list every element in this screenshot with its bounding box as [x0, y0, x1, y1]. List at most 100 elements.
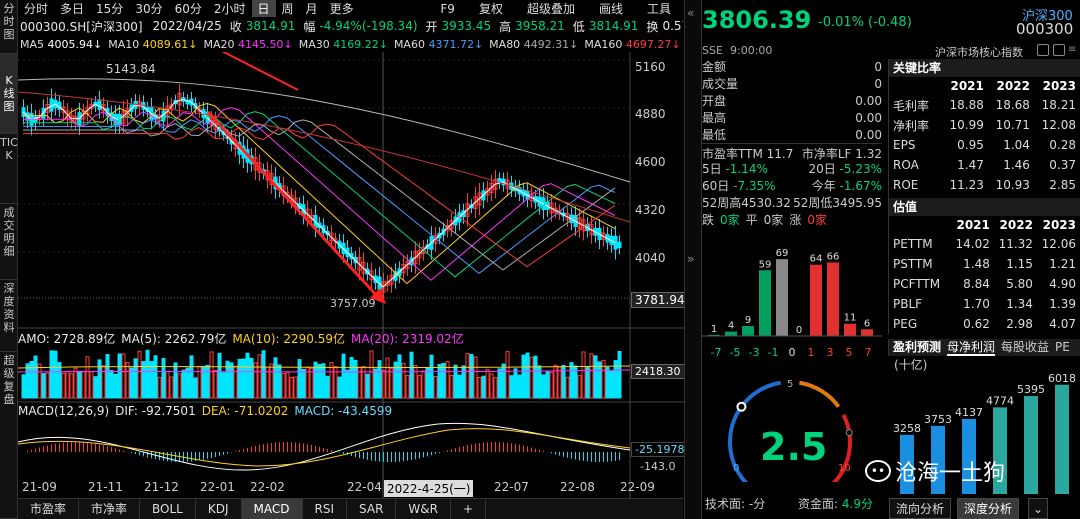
ma-line [23, 119, 616, 271]
period-tab[interactable]: 月 [305, 2, 318, 16]
f9-button[interactable]: F9 [440, 1, 455, 16]
kv-row: 金额 0 [702, 60, 882, 74]
indicator-tab[interactable]: + [451, 499, 487, 519]
turn-label: 换 [646, 19, 659, 34]
volume-bar [589, 353, 594, 399]
forecast-tabs: 盈利预测 母净利润 每股收益 PE [888, 339, 1080, 356]
volume-bar [157, 376, 162, 399]
ma-item: MA30 4169.22↓ [298, 37, 388, 51]
valuation-row: PCFTTM 8.84 5.80 4.90 [893, 277, 1076, 291]
settings-icon[interactable] [1037, 44, 1049, 56]
indicator-tab[interactable]: MACD [241, 499, 303, 519]
volume-bar [229, 362, 234, 399]
kline-chart[interactable] [18, 52, 684, 498]
indicator-tab[interactable]: SAR [347, 499, 397, 519]
distribution-label: -7 [711, 346, 722, 359]
forecast-value: 4137 [955, 406, 983, 419]
indicator-tab[interactable]: W&R [396, 499, 451, 519]
period-tab[interactable]: 15分 [96, 2, 124, 16]
sidebar-tab-depth[interactable]: 深度资料 [0, 280, 18, 352]
volume-bar [69, 373, 74, 399]
ma-line [22, 98, 616, 288]
price-tick: 4040 [635, 251, 666, 265]
draw-button[interactable]: 画线 [598, 2, 623, 16]
menu-icon[interactable]: ≡ [1068, 44, 1077, 55]
volume-bar [113, 373, 118, 399]
sidebar-tab-replay[interactable]: 超级复盘 [0, 352, 18, 519]
period-tab[interactable]: 30分 [135, 2, 163, 16]
period-more[interactable]: 更多 [329, 2, 354, 16]
period-tab[interactable]: 60分 [174, 2, 202, 16]
period-tab-daily[interactable]: 日 [251, 0, 276, 17]
period-tab[interactable]: 周 [281, 2, 294, 16]
volume-bar [93, 376, 98, 399]
volume-bar [97, 359, 102, 399]
low-annotation: 3757.09 [330, 297, 376, 310]
volume-bar [253, 362, 258, 399]
dropdown-icon[interactable]: ⌄ [1028, 498, 1049, 519]
gauge-marker [845, 429, 853, 437]
expand-icon[interactable]: » [687, 252, 695, 266]
valuation-row: PSTTM 1.48 1.15 1.21 [893, 257, 1076, 271]
volume-bar [549, 371, 554, 399]
gauge-arc-low [739, 380, 781, 408]
volume-bar [225, 360, 230, 399]
high-annotation: 5143.84 [106, 62, 156, 76]
forecast-bar [962, 418, 976, 494]
flow-analysis-tab[interactable]: 流向分析 [889, 498, 952, 519]
candle-body [449, 220, 454, 230]
forecast-tab[interactable]: 盈利预测 [893, 340, 942, 354]
gauge-needle-dot [736, 401, 747, 412]
indicator-tab[interactable]: KDJ [196, 499, 242, 519]
depth-analysis-tab[interactable]: 深度分析 [957, 498, 1020, 519]
volume-bar [449, 374, 454, 399]
collapse-icon[interactable]: « [687, 6, 695, 20]
period-tab[interactable]: 分时 [24, 2, 49, 16]
adjust-button[interactable]: 复权 [478, 2, 503, 16]
candle-body [385, 280, 390, 286]
volume-bar [109, 370, 114, 399]
sidebar-tab-kline[interactable]: K线图 [0, 54, 18, 134]
sidebar-tab-trades[interactable]: 成交明细 [0, 204, 18, 280]
distribution-label: 5 [846, 346, 853, 359]
sidebar-tab-tick[interactable]: TICK [0, 134, 18, 204]
distribution-label: -1 [768, 346, 779, 359]
period-tab[interactable]: 2小时 [213, 2, 246, 16]
forecast-value: 3753 [924, 413, 952, 426]
grid-icon[interactable] [1053, 44, 1065, 56]
volume-bar [281, 373, 286, 399]
period-tab[interactable]: 多日 [60, 2, 85, 16]
gauge-mid: 5 [787, 379, 794, 390]
ratio-row: ROE 11.23 10.93 2.85 [893, 178, 1076, 192]
x-tick: 21-11 [88, 480, 123, 494]
valuation-row: PETTM 14.02 11.32 12.06 [893, 237, 1076, 251]
valuation-table: 2021 2022 2023 PETTM 14.02 11.32 12.06 PSTTM 1… [889, 216, 1080, 334]
volume-bar [605, 366, 610, 399]
forecast-bar [931, 425, 945, 494]
indicator-tab[interactable]: 市盈率 [18, 499, 80, 519]
overlay-button[interactable]: 超级叠加 [526, 2, 575, 16]
gauge-min: 0 [733, 463, 740, 474]
x-tick: 22-07 [494, 480, 529, 494]
low-label: 低 [572, 19, 585, 34]
candle-body [97, 99, 102, 111]
volume-bar [233, 365, 238, 399]
forecast-tab[interactable]: PE [1055, 340, 1070, 354]
ma-item: MA5 4005.94↓ [20, 37, 103, 51]
indicator-tab[interactable]: BOLL [140, 499, 196, 519]
volume-bar [545, 371, 550, 399]
indicator-tab[interactable]: RSI [303, 499, 348, 519]
ma-item: MA60 4371.72↓ [393, 37, 484, 51]
vol-ma10: MA(10): 2290.59亿 [232, 332, 346, 346]
ratio-row: 净利率 10.99 10.71 12.08 [893, 118, 1076, 133]
distribution-label: -3 [749, 346, 760, 359]
sidebar-tab-timeshare[interactable]: 分时图 [0, 0, 18, 54]
panel-divider: « » [684, 0, 702, 519]
valuation-row: PEG 0.62 2.98 4.07 [893, 317, 1076, 331]
ma-legend-row: MA5 4005.94↓ MA10 4089.61↓ MA20 4145.50↓ MA… [18, 36, 683, 52]
volume-bar [353, 359, 358, 399]
forecast-tab[interactable]: 每股收益 [1001, 340, 1050, 354]
forecast-tab-active[interactable]: 母净利润 [947, 340, 996, 356]
tools-button[interactable]: 工具 [646, 2, 671, 16]
indicator-tab[interactable]: 市净率 [79, 499, 141, 519]
